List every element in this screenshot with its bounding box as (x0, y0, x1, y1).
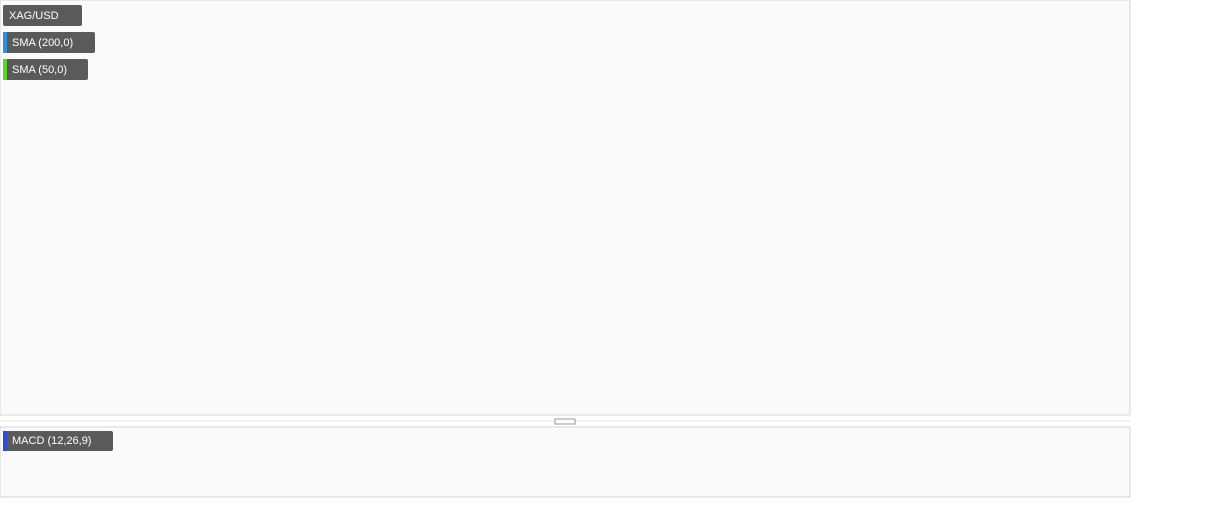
legend-box[interactable] (3, 59, 88, 80)
macd-panel (0, 426, 1131, 498)
price-panel (0, 0, 1131, 416)
legend-swatch (3, 431, 7, 451)
legend-swatch (3, 32, 7, 53)
legend-box[interactable] (3, 32, 95, 53)
legend: XAG/USD SMA (200,0) SMA (50,0) MACD (12,… (3, 5, 113, 451)
legend-box[interactable] (3, 431, 113, 451)
legend-box[interactable] (3, 5, 82, 26)
legend-symbol: XAG/USD (9, 10, 59, 22)
legend-entry: SMA (200,0) (12, 37, 73, 49)
legend-entry: SMA (50,0) (12, 64, 67, 76)
legend-swatch (3, 59, 7, 80)
resize-handle[interactable] (554, 418, 576, 425)
macd-label: MACD (12,26,9) (12, 435, 91, 447)
